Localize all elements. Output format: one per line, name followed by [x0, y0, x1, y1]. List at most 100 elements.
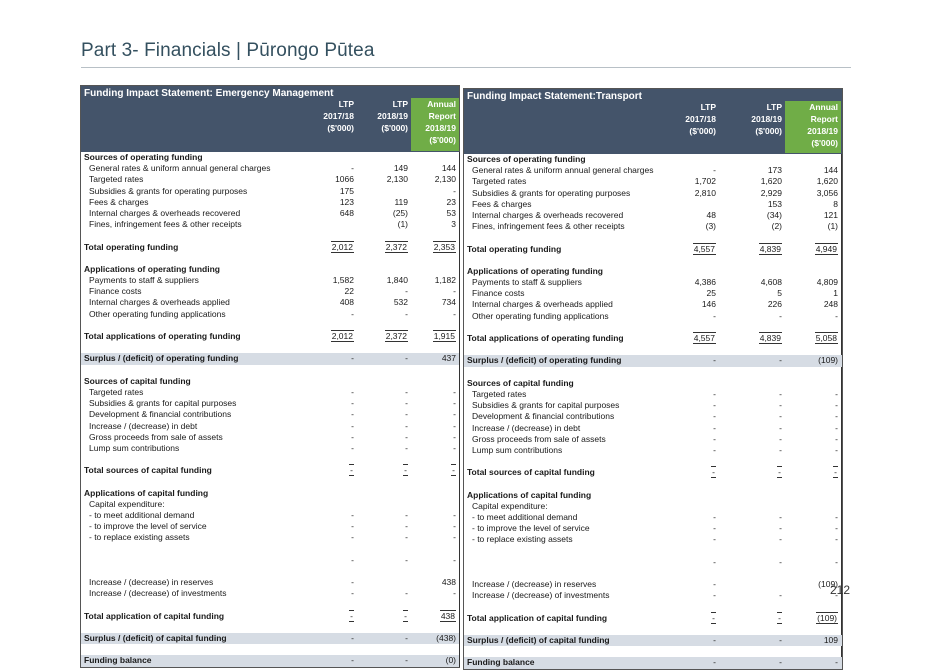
value-text: -: [351, 655, 354, 666]
column-header-ltp: LTP 2017/18 ($'000): [667, 101, 719, 153]
value-cell: -: [667, 400, 716, 411]
row-label: Targeted rates: [472, 176, 527, 187]
value-text: -: [713, 657, 716, 668]
value-cell: 248: [785, 299, 838, 310]
value-cell: -: [667, 657, 716, 668]
table-row: [464, 344, 842, 355]
value-text: 248: [823, 299, 838, 310]
row-label: Applications of capital funding: [467, 489, 592, 500]
table-header: Funding Impact Statement: Emergency Mana…: [81, 86, 459, 152]
value-cell: -: [411, 555, 456, 566]
row-label: Fines, infringement fees & other receipt…: [89, 219, 242, 230]
header-divider: [81, 67, 851, 68]
value-text: -: [351, 409, 354, 420]
value-text: -: [403, 609, 408, 622]
row-label: Total sources of capital funding: [84, 465, 212, 476]
value-text: -: [713, 444, 716, 455]
value-text: -: [779, 388, 782, 399]
value-cell: -: [721, 557, 782, 568]
value-text: 123: [339, 196, 354, 207]
value-cell: -: [785, 434, 838, 445]
value-cell: 1,182: [411, 275, 456, 286]
table-row: Other operating funding applications - - -: [81, 309, 459, 320]
value-text: 438: [441, 577, 456, 588]
value-text: 144: [441, 163, 456, 174]
value-cell: -: [667, 512, 716, 523]
value-cell: -: [721, 389, 782, 400]
table-row: Applications of operating funding: [464, 266, 842, 277]
row-label: Lump sum contributions: [472, 444, 563, 455]
table-body: Sources of operating funding General rate…: [464, 154, 842, 669]
annual-report-column-rule: [785, 154, 842, 669]
value-cell: 121: [785, 210, 838, 221]
value-cell: (1): [785, 221, 838, 232]
value-cell: -: [357, 398, 408, 409]
table-row: [464, 367, 842, 378]
value-text: 2,012: [330, 240, 354, 253]
value-cell: -: [785, 445, 838, 456]
table-row: Finance costs 25 5 1: [464, 288, 842, 299]
value-text: -: [405, 442, 408, 453]
table-row: [81, 600, 459, 611]
value-cell: 226: [721, 299, 782, 310]
value-text: (109): [818, 579, 838, 590]
value-text: 226: [767, 299, 782, 310]
value-cell: -: [667, 445, 716, 456]
row-label: Increase / (decrease) in debt: [472, 422, 581, 433]
value-cell: (109): [785, 611, 838, 624]
value-text: 532: [393, 297, 408, 308]
table-row: [464, 255, 842, 266]
table-row: [464, 456, 842, 467]
column-header-line: Report: [810, 114, 838, 124]
value-text: -: [351, 510, 354, 520]
column-header-line: LTP: [392, 99, 408, 109]
value-cell: 25: [667, 288, 716, 299]
row-label: Other operating funding applications: [472, 310, 609, 321]
value-text: -: [351, 420, 354, 431]
value-text: -: [713, 512, 716, 522]
value-cell: (109): [785, 355, 838, 366]
value-text: -: [835, 400, 838, 411]
table-row: Surplus / (deficit) of operating funding…: [464, 355, 842, 367]
table-row: Payments to staff & suppliers 4,386 4,608 4…: [464, 277, 842, 288]
table-row: Lump sum contributions - - -: [464, 445, 842, 456]
value-cell: -: [785, 512, 838, 523]
column-header-line: 2017/18: [323, 111, 354, 121]
row-label: Total applications of operating funding: [467, 333, 624, 343]
value-text: -: [405, 655, 408, 666]
value-text: -: [453, 185, 456, 196]
value-text: 109: [823, 635, 838, 646]
value-cell: 109: [785, 635, 838, 646]
table-row: Surplus / (deficit) of operating funding…: [81, 353, 459, 365]
value-text: -: [403, 464, 408, 477]
value-text: 119: [394, 196, 408, 207]
column-header-line: 2018/19: [751, 114, 782, 124]
table-row: [81, 230, 459, 241]
value-text: 2,372: [384, 240, 408, 253]
table-row: Increase / (decrease) of investments - - -: [81, 588, 459, 599]
column-header-ltp: LTP 2017/18 ($'000): [299, 98, 357, 151]
row-label: Subsidies & grants for capital purposes: [472, 400, 620, 411]
value-text: -: [711, 611, 716, 624]
table-row: Surplus / (deficit) of capital funding - -…: [81, 633, 459, 645]
value-cell: -: [785, 400, 838, 411]
table-row: Total application of capital funding - - (1…: [464, 611, 842, 624]
table-row: Total sources of capital funding - - -: [464, 466, 842, 479]
value-text: (438): [436, 633, 456, 644]
value-text: -: [835, 523, 838, 534]
row-label: Development & financial contributions: [472, 411, 615, 422]
value-cell: -: [667, 579, 716, 590]
row-label: Surplus / (deficit) of capital funding: [467, 635, 610, 646]
value-cell: 4,557: [667, 332, 716, 344]
row-label: Fees & charges: [472, 198, 532, 209]
row-label: Increase / (decrease) of investments: [89, 588, 227, 599]
row-label: Internal charges & overheads recovered: [472, 209, 624, 220]
value-cell: -: [299, 309, 354, 320]
row-label: Subsidies & grants for operating purpose…: [89, 185, 248, 196]
value-text: -: [833, 466, 838, 479]
value-text: (1): [827, 221, 838, 232]
table-row: Fines, infringement fees & other receipt…: [464, 221, 842, 232]
value-text: -: [405, 588, 408, 599]
value-cell: -: [785, 590, 838, 601]
row-label: Gross proceeds from sale of assets: [472, 433, 606, 444]
